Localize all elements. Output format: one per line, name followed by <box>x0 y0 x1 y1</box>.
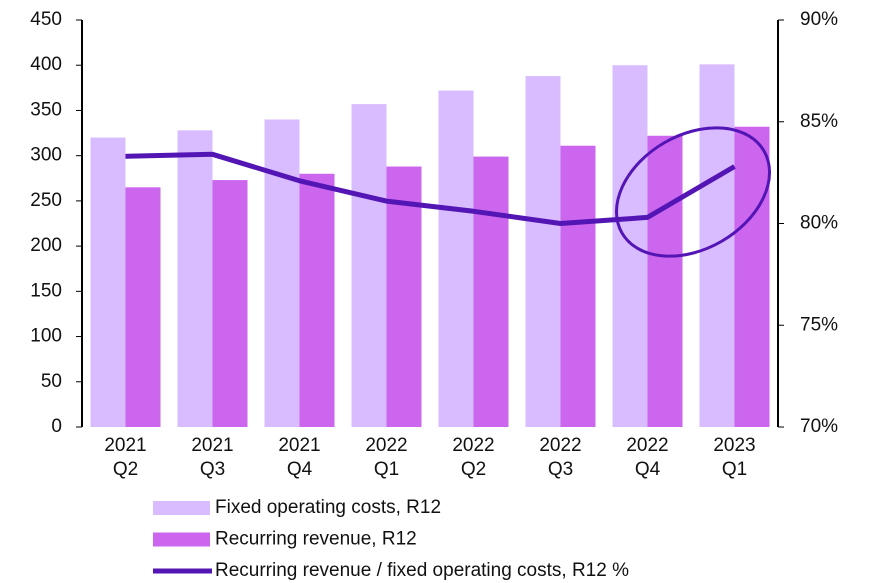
y-tick-label: 150 <box>30 280 62 301</box>
x-tick-label: 2022 <box>626 435 668 456</box>
y-tick-label: 0 <box>51 416 62 437</box>
x-tick-label: 2021 <box>191 435 233 456</box>
bar <box>473 156 509 427</box>
x-tick-label: 2023 <box>713 435 755 456</box>
legend-label: Fixed operating costs, R12 <box>215 497 441 518</box>
x-tick-label: 2021 <box>278 435 320 456</box>
x-tick-label: Q4 <box>287 459 313 480</box>
highlight-ellipse <box>614 126 772 258</box>
bar <box>212 180 248 427</box>
legend-swatch <box>153 532 210 547</box>
bar <box>647 135 683 427</box>
legend-swatch <box>153 501 210 515</box>
bar <box>734 126 770 428</box>
legend-label: Recurring revenue / fixed operating cost… <box>215 560 629 581</box>
bar <box>386 166 422 427</box>
line <box>125 151 736 226</box>
y2-tick-label: 75% <box>800 314 838 335</box>
y-tick-label: 250 <box>30 190 62 211</box>
x-tick-label: Q2 <box>461 459 486 480</box>
y-tick-label: 50 <box>41 371 62 392</box>
x-tick-label: Q1 <box>374 459 399 480</box>
bar <box>177 130 213 427</box>
x-tick-label: 2022 <box>452 435 494 456</box>
bar <box>351 104 387 427</box>
y2-tick-label: 90% <box>800 9 838 30</box>
bar <box>612 65 648 427</box>
y-tick-label: 450 <box>30 9 62 30</box>
legend-label: Recurring revenue, R12 <box>215 529 417 550</box>
x-tick-label: Q3 <box>548 459 573 480</box>
x-tick-label: Q1 <box>722 459 747 480</box>
bar <box>90 137 126 428</box>
x-tick-label: Q3 <box>200 459 225 480</box>
bar <box>264 119 300 427</box>
x-tick-label: 2022 <box>365 435 407 456</box>
bar <box>699 64 735 427</box>
y-tick-label: 300 <box>30 145 62 166</box>
bar <box>525 76 561 427</box>
y-tick-label: 350 <box>30 99 62 120</box>
y2-tick-label: 70% <box>800 416 838 437</box>
y2-tick-label: 85% <box>800 111 838 132</box>
bar <box>299 173 335 427</box>
bar <box>438 90 474 428</box>
y-tick-label: 100 <box>30 326 62 347</box>
x-tick-label: 2022 <box>539 435 581 456</box>
bar <box>125 187 161 427</box>
y2-tick-label: 80% <box>800 213 838 234</box>
x-tick-label: Q2 <box>113 459 138 480</box>
y-tick-label: 200 <box>30 235 62 256</box>
bar <box>560 145 596 427</box>
y-tick-label: 400 <box>30 54 62 75</box>
x-tick-label: Q4 <box>635 459 661 480</box>
x-tick-label: 2021 <box>104 435 146 456</box>
